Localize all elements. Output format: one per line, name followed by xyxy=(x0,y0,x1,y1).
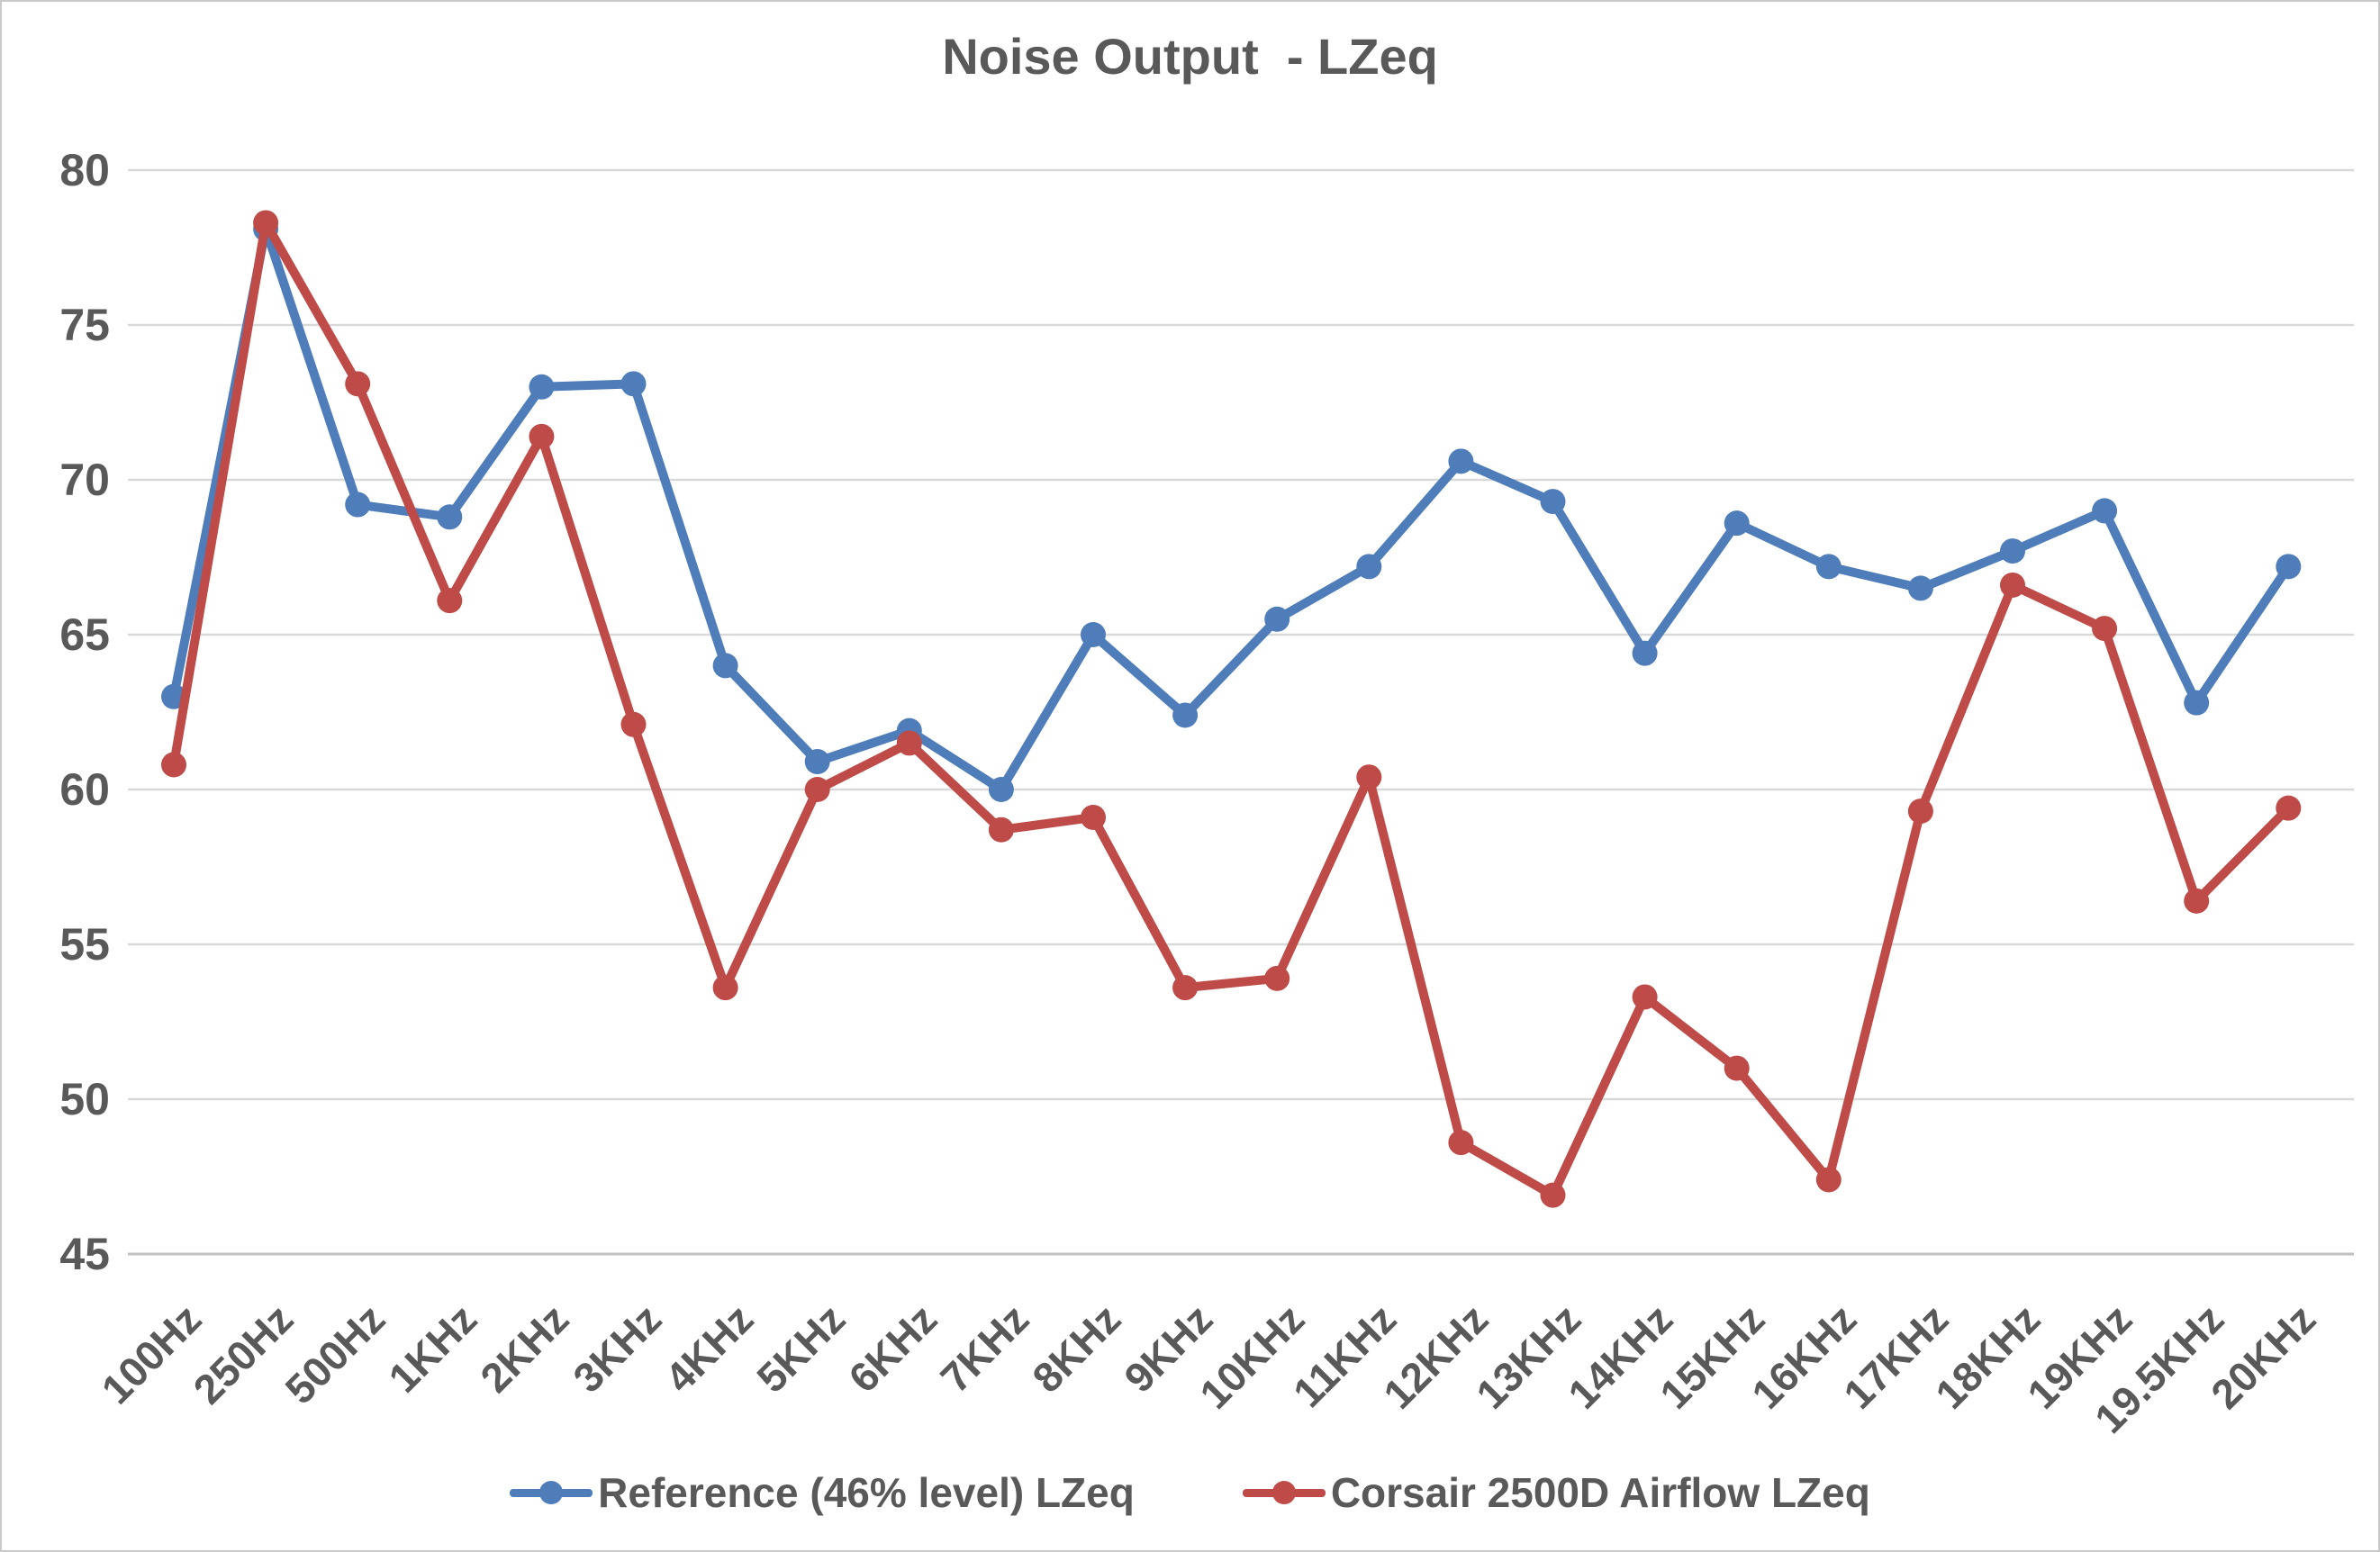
data-point xyxy=(2092,616,2118,642)
y-axis-tick-label: 50 xyxy=(59,1074,110,1124)
data-point xyxy=(2000,538,2025,564)
y-axis-tick-label: 70 xyxy=(59,455,110,505)
data-point xyxy=(2184,690,2210,716)
data-point xyxy=(1540,489,1566,515)
data-point xyxy=(620,711,647,737)
series-line-0 xyxy=(169,224,2294,794)
data-point xyxy=(1724,510,1750,537)
data-point xyxy=(2276,795,2302,821)
data-point xyxy=(1724,1055,1750,1081)
data-point xyxy=(1815,1167,1842,1193)
data-point xyxy=(529,374,555,400)
data-point xyxy=(1356,764,1382,790)
y-axis-tick-label: 45 xyxy=(59,1229,110,1279)
data-point xyxy=(620,371,647,397)
data-point xyxy=(1081,622,1106,647)
data-point xyxy=(2000,572,2025,598)
data-point xyxy=(437,504,463,530)
data-point xyxy=(1448,448,1474,474)
data-point xyxy=(1081,804,1106,830)
data-point xyxy=(345,371,371,397)
data-point xyxy=(1907,799,1933,825)
data-point xyxy=(437,588,463,614)
data-point xyxy=(345,492,371,518)
data-point xyxy=(804,749,830,775)
data-point xyxy=(712,653,738,679)
data-point xyxy=(896,730,922,756)
legend-item-corsair: Corsair 2500D Airflow LZeq xyxy=(1242,1469,1870,1516)
data-point xyxy=(529,423,555,449)
legend-label-reference: Reference (46% level) LZeq xyxy=(598,1469,1135,1516)
series-line-1 xyxy=(169,218,2294,1200)
reference-series-marker-icon xyxy=(510,1479,593,1506)
legend-label-corsair: Corsair 2500D Airflow LZeq xyxy=(1330,1469,1870,1516)
legend-item-reference: Reference (46% level) LZeq xyxy=(510,1469,1135,1516)
data-point xyxy=(712,975,738,1001)
y-axis-tick-label: 75 xyxy=(59,300,110,350)
data-point xyxy=(1264,965,1290,991)
data-point xyxy=(1540,1182,1566,1208)
y-axis-tick-label: 60 xyxy=(59,764,110,815)
data-point xyxy=(1632,984,1658,1010)
y-axis-tick-label: 80 xyxy=(59,145,110,195)
data-point xyxy=(1815,554,1842,580)
data-point xyxy=(253,210,279,236)
data-point xyxy=(1907,575,1933,601)
data-point xyxy=(161,752,186,778)
data-point xyxy=(1172,702,1199,728)
chart-title: Noise Output - LZeq xyxy=(942,28,1438,85)
y-axis-tick-label: 55 xyxy=(59,919,110,970)
data-point xyxy=(804,777,830,802)
data-point xyxy=(1356,554,1382,580)
data-point xyxy=(1172,975,1199,1001)
data-point xyxy=(988,777,1014,802)
data-point xyxy=(2092,498,2118,524)
data-point xyxy=(1264,606,1290,632)
data-point xyxy=(1448,1130,1474,1156)
data-point xyxy=(2184,888,2210,914)
y-axis-tick-label: 65 xyxy=(59,609,110,660)
legend: Reference (46% level) LZeq Corsair 2500D… xyxy=(2,1469,2378,1516)
data-point xyxy=(988,817,1014,843)
data-point xyxy=(1632,640,1658,666)
corsair-series-marker-icon xyxy=(1242,1479,1326,1506)
data-point xyxy=(2276,554,2302,580)
